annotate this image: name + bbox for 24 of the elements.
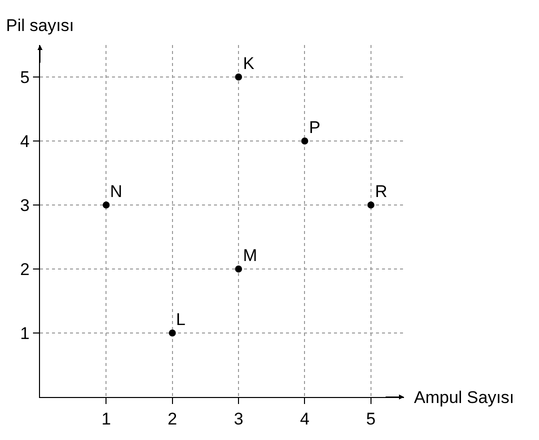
point bbox=[301, 138, 308, 144]
point bbox=[102, 202, 110, 208]
annotation: K bbox=[243, 54, 255, 73]
annotation: L bbox=[176, 310, 186, 329]
y-tick-label: 3 bbox=[20, 196, 30, 215]
annotation: M bbox=[243, 246, 258, 265]
annotation: R bbox=[375, 182, 388, 201]
annotation: N bbox=[110, 182, 122, 201]
x-tick-label: 4 bbox=[300, 409, 310, 428]
annotation: P bbox=[309, 118, 320, 137]
y-axis-title: Pil sayısı bbox=[6, 16, 74, 35]
point bbox=[235, 74, 242, 80]
y-tick-label: 5 bbox=[20, 68, 30, 87]
x-axis-title: Ampul Sayısı bbox=[414, 388, 514, 407]
x-tick-label: 5 bbox=[366, 409, 376, 428]
y-tick-label: 4 bbox=[20, 132, 30, 151]
point bbox=[367, 202, 374, 208]
x-tick-label: 2 bbox=[168, 409, 178, 428]
x-tick-label: 3 bbox=[234, 409, 244, 428]
x-tick-label: 1 bbox=[101, 409, 111, 428]
y-tick-label: 1 bbox=[20, 324, 30, 343]
point bbox=[168, 330, 176, 336]
point bbox=[235, 266, 242, 272]
y-tick-label: 2 bbox=[20, 260, 30, 279]
